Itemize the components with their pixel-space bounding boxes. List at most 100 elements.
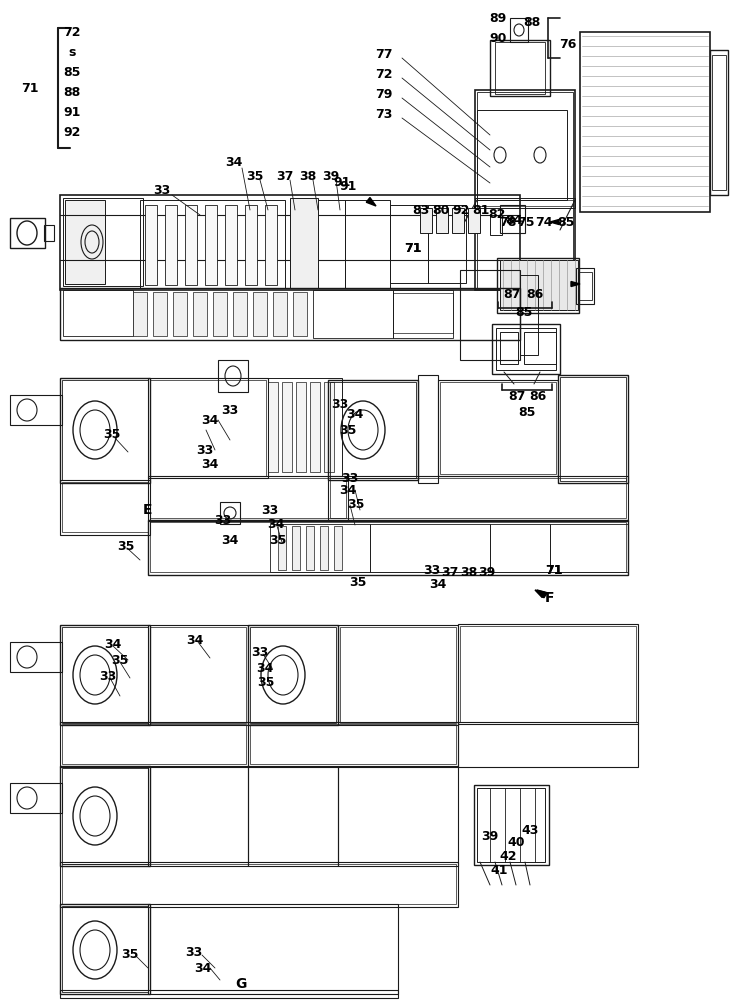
Bar [248,722,458,767]
Bar [293,292,307,336]
Bar [150,627,246,723]
Text: 33: 33 [342,472,358,485]
Bar [324,382,334,472]
Text: 40: 40 [507,836,525,848]
Text: 34: 34 [105,638,121,650]
Bar [460,270,520,360]
Bar [296,382,306,472]
Text: 81: 81 [473,204,489,217]
Text: 34: 34 [202,458,219,472]
Bar [492,324,560,374]
Text: 85: 85 [63,66,81,79]
Bar [148,378,268,478]
Bar [496,328,556,370]
Bar [63,198,143,286]
Bar [60,195,520,290]
Bar [60,378,150,483]
Bar [495,42,545,94]
Bar [225,205,237,285]
Bar [165,205,177,285]
Text: 35: 35 [350,576,367,589]
Text: 34: 34 [339,484,357,496]
Bar [213,292,227,336]
Text: 33: 33 [214,514,232,526]
Text: 91: 91 [333,176,350,190]
Text: 35: 35 [258,676,275,690]
Bar [310,382,320,472]
Bar [330,478,626,518]
Bar [248,766,338,866]
Bar [510,18,528,42]
Bar [60,625,150,725]
Bar [62,482,148,532]
Bar [558,375,628,483]
Bar [148,904,398,994]
Text: 38: 38 [461,566,478,580]
Bar [340,627,456,723]
Bar [62,864,456,904]
Bar [273,292,287,336]
Text: 38: 38 [300,170,316,184]
Bar [576,268,594,304]
Text: 33: 33 [185,946,202,960]
Text: G: G [236,977,247,991]
Bar [393,293,453,333]
Bar [133,292,147,336]
Text: 71: 71 [404,241,422,254]
Bar [334,526,342,570]
Text: 39: 39 [478,566,495,580]
Bar [500,205,525,233]
Bar [148,625,248,725]
Text: 87: 87 [503,288,520,302]
Text: 34: 34 [267,518,285,532]
Bar [500,260,578,310]
Bar [420,208,432,233]
Text: s: s [68,45,76,58]
Text: 90: 90 [489,31,506,44]
Text: 41: 41 [490,863,508,876]
Bar [148,476,348,521]
Text: 84: 84 [506,214,523,227]
Bar [497,258,579,313]
Text: 88: 88 [63,86,81,99]
Bar [320,526,328,570]
Bar [278,526,286,570]
Polygon shape [571,282,580,286]
Bar [185,205,197,285]
Bar [560,377,626,481]
Text: 35: 35 [347,498,364,512]
Bar [205,205,217,285]
Text: 78: 78 [499,216,517,229]
Bar [268,382,278,472]
Text: 91: 91 [63,105,81,118]
Text: 88: 88 [523,15,541,28]
Text: 33: 33 [261,504,279,516]
Bar [458,624,638,724]
Bar [393,290,453,338]
Text: 87: 87 [509,389,526,402]
Text: 34: 34 [186,634,204,647]
Bar [475,90,575,290]
Bar [477,92,573,288]
Text: 86: 86 [526,288,544,302]
Bar [490,524,550,572]
Bar [418,375,438,483]
Text: 34: 34 [256,662,274,674]
Bar [500,332,518,364]
Bar [452,208,464,233]
Bar [150,478,346,518]
Text: 34: 34 [222,534,238,546]
Text: 71: 71 [545,564,563,576]
Text: 35: 35 [111,654,129,666]
Bar [520,275,538,355]
Bar [440,382,556,474]
Bar [62,768,148,864]
Text: 33: 33 [252,646,269,658]
Bar [306,526,314,570]
Bar [250,627,336,723]
Bar [390,205,428,283]
Text: 92: 92 [453,204,470,217]
Text: 73: 73 [375,107,393,120]
Bar [710,50,728,195]
Text: 33: 33 [222,403,238,416]
